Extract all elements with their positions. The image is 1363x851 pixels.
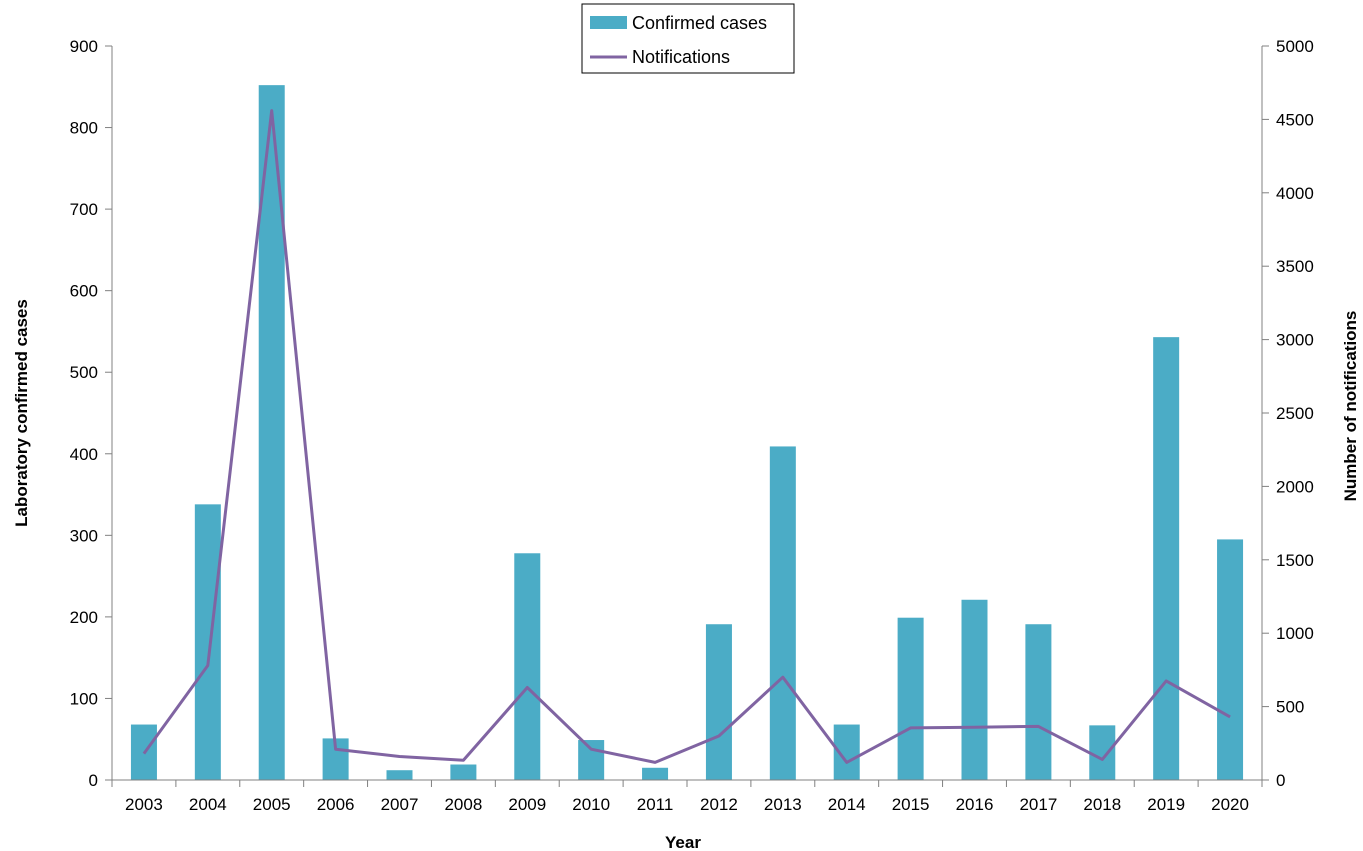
bar-2012 xyxy=(705,624,732,780)
bar-2017 xyxy=(1025,624,1052,780)
y2-tick-label-2500: 2500 xyxy=(1276,404,1314,423)
bar-2011 xyxy=(642,767,669,780)
y2-tick-label-1500: 1500 xyxy=(1276,551,1314,570)
y-tick-label-800: 800 xyxy=(70,119,98,138)
legend-box xyxy=(581,3,795,74)
legend-label-confirmed-cases: Confirmed cases xyxy=(632,13,767,33)
x-axis-title: Year xyxy=(665,833,701,851)
y-tick-label-100: 100 xyxy=(70,689,98,708)
bar-2008 xyxy=(450,764,477,780)
x-tick-label-2004: 2004 xyxy=(189,795,227,814)
y2-tick-label-3500: 3500 xyxy=(1276,257,1314,276)
x-tick-label-2005: 2005 xyxy=(253,795,291,814)
y-tick-label-700: 700 xyxy=(70,200,98,219)
bar-2013 xyxy=(769,446,796,780)
legend-label-notifications: Notifications xyxy=(632,47,730,67)
y2-tick-label-3000: 3000 xyxy=(1276,331,1314,350)
y-tick-label-300: 300 xyxy=(70,526,98,545)
y-tick-label-0: 0 xyxy=(89,771,98,790)
legend: Confirmed cases Notifications xyxy=(581,3,795,74)
y2-tick-label-5000: 5000 xyxy=(1276,37,1314,56)
x-tick-label-2006: 2006 xyxy=(317,795,355,814)
x-tick-label-2019: 2019 xyxy=(1147,795,1185,814)
x-tick-label-2013: 2013 xyxy=(764,795,802,814)
notifications-line xyxy=(142,109,1231,764)
y-tick-label-600: 600 xyxy=(70,282,98,301)
bar-2007 xyxy=(386,770,413,780)
x-tick-label-2007: 2007 xyxy=(381,795,419,814)
legend-swatch-confirmed-cases xyxy=(590,16,627,29)
bar-2016 xyxy=(961,599,988,780)
bar-2010 xyxy=(578,740,605,780)
bar-2009 xyxy=(514,553,541,780)
y-tick-label-200: 200 xyxy=(70,608,98,627)
y-tick-label-400: 400 xyxy=(70,445,98,464)
x-tick-label-2015: 2015 xyxy=(892,795,930,814)
y-tick-label-900: 900 xyxy=(70,37,98,56)
y-axis-left-title: Laboratory confirmed cases xyxy=(12,299,31,527)
y2-tick-label-4000: 4000 xyxy=(1276,184,1314,203)
y2-tick-label-0: 0 xyxy=(1276,771,1285,790)
x-tick-label-2016: 2016 xyxy=(956,795,994,814)
y-tick-label-500: 500 xyxy=(70,363,98,382)
x-tick-label-2017: 2017 xyxy=(1019,795,1057,814)
bar-2018 xyxy=(1089,725,1116,780)
bar-2015 xyxy=(897,617,924,780)
y2-tick-label-2000: 2000 xyxy=(1276,477,1314,496)
line-series-notifications xyxy=(142,109,1231,764)
y-ticks-right: 0 500 1000 1500 2000 2500 3000 3500 4000 4500 5000 xyxy=(1262,37,1314,790)
x-tick-label-2011: 2011 xyxy=(637,795,674,814)
y2-tick-label-1000: 1000 xyxy=(1276,624,1314,643)
x-tick-label-2012: 2012 xyxy=(700,795,738,814)
x-tick-label-2008: 2008 xyxy=(444,795,482,814)
x-tick-label-2009: 2009 xyxy=(508,795,546,814)
bar-2020 xyxy=(1217,539,1244,780)
y-axis-right-title: Number of notifications xyxy=(1341,311,1360,502)
y2-tick-label-4500: 4500 xyxy=(1276,110,1314,129)
x-tick-label-2014: 2014 xyxy=(828,795,866,814)
x-tick-label-2010: 2010 xyxy=(572,795,610,814)
x-tick-label-2018: 2018 xyxy=(1083,795,1121,814)
y2-tick-label-500: 500 xyxy=(1276,698,1304,717)
bar-2019 xyxy=(1153,337,1180,780)
bar-2004 xyxy=(194,504,221,780)
x-tick-label-2003: 2003 xyxy=(125,795,163,814)
y-ticks-left: 0 100 200 300 400 500 600 700 800 900 xyxy=(70,37,112,790)
x-tick-label-2020: 2020 xyxy=(1211,795,1249,814)
bar-series-confirmed-cases xyxy=(130,85,1244,780)
x-ticks: 2003 2004 2005 2006 2007 2008 2009 2010 2011 2012… xyxy=(111,780,1263,814)
